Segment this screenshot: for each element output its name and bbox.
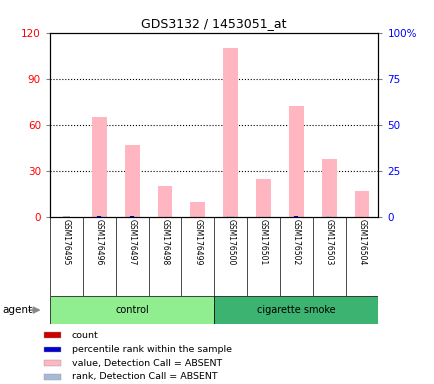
Bar	[157, 186, 172, 217]
Text: control: control	[115, 305, 149, 315]
Bar	[63, 216, 69, 217]
Bar	[190, 202, 205, 217]
Text: agent: agent	[2, 305, 32, 315]
Bar	[294, 216, 298, 217]
Bar	[256, 179, 270, 217]
Text: rank, Detection Call = ABSENT: rank, Detection Call = ABSENT	[72, 372, 217, 381]
Bar	[214, 296, 378, 324]
Bar	[97, 216, 101, 217]
Bar	[43, 360, 61, 366]
Text: GSM176496: GSM176496	[95, 219, 104, 266]
Text: percentile rank within the sample: percentile rank within the sample	[72, 345, 231, 354]
Text: GSM176502: GSM176502	[291, 219, 300, 266]
Text: GSM176495: GSM176495	[62, 219, 71, 266]
Bar	[354, 191, 368, 217]
Bar	[43, 374, 61, 380]
Bar	[50, 296, 214, 324]
Bar	[43, 346, 61, 353]
Text: cigarette smoke: cigarette smoke	[256, 305, 335, 315]
Title: GDS3132 / 1453051_at: GDS3132 / 1453051_at	[141, 17, 286, 30]
Bar	[96, 216, 102, 217]
Bar	[227, 216, 233, 217]
Text: GSM176500: GSM176500	[226, 219, 235, 266]
Text: GSM176501: GSM176501	[258, 219, 267, 266]
Bar	[43, 332, 61, 338]
Bar	[130, 216, 134, 217]
Bar	[128, 216, 135, 217]
Text: count: count	[72, 331, 98, 340]
Text: GSM176497: GSM176497	[127, 219, 136, 266]
Bar	[293, 216, 299, 217]
Bar	[223, 48, 237, 217]
Text: GSM176503: GSM176503	[324, 219, 333, 266]
Text: GSM176499: GSM176499	[193, 219, 202, 266]
Bar	[92, 117, 106, 217]
Bar	[125, 145, 139, 217]
Bar	[288, 106, 303, 217]
Text: GSM176504: GSM176504	[357, 219, 366, 266]
Text: GSM176498: GSM176498	[160, 219, 169, 266]
Text: value, Detection Call = ABSENT: value, Detection Call = ABSENT	[72, 359, 221, 367]
Bar	[321, 159, 336, 217]
